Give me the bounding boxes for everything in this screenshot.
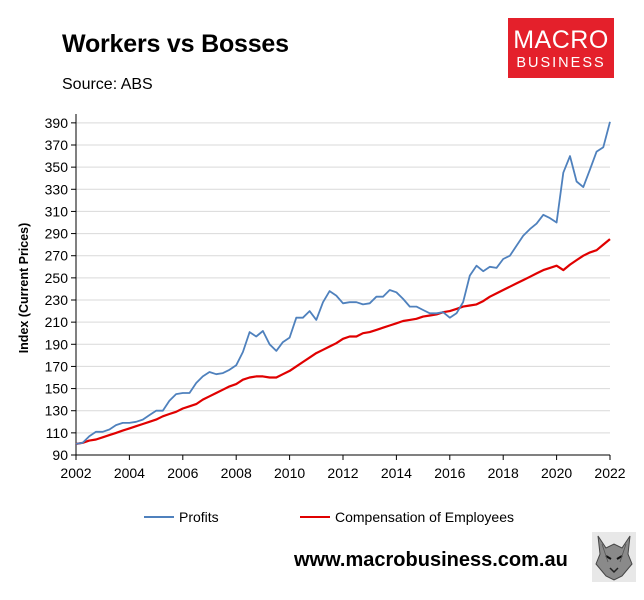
x-tick-label: 2010	[274, 465, 305, 481]
source-note: Source: ABS	[62, 76, 153, 93]
x-tick-label: 2006	[167, 465, 198, 481]
x-tick-labels: 2002 2004 2006 2008 2010 2012 2014 2016 2018 2020…	[60, 465, 625, 481]
logo-line-2: BUSINESS	[516, 55, 606, 71]
y-tick-label: 210	[45, 314, 69, 330]
macro-business-logo: MACRO BUSINESS	[508, 18, 614, 78]
x-tick-label: 2020	[541, 465, 572, 481]
y-tick-label: 310	[45, 203, 69, 219]
legend-label: Compensation of Employees	[335, 509, 514, 525]
y-tick-label: 390	[45, 115, 69, 131]
x-tick-label: 2008	[221, 465, 252, 481]
x-tick-label: 2022	[594, 465, 625, 481]
y-tick-label: 110	[46, 425, 69, 441]
y-tick-label: 250	[45, 270, 69, 286]
x-tick-label: 2014	[381, 465, 412, 481]
wolf-icon	[592, 532, 636, 582]
y-tick-label: 330	[45, 181, 69, 197]
legend: Profits Compensation of Employees	[144, 509, 514, 525]
x-tick-label: 2018	[488, 465, 519, 481]
chart-title: Workers vs Bosses	[62, 30, 289, 58]
y-tick-label: 130	[45, 403, 69, 419]
x-tick-label: 2004	[114, 465, 145, 481]
y-tick-labels: 90 110 130 150 170 190 210 230 250 270 290 310 330 35…	[45, 115, 69, 463]
y-tick-label: 350	[45, 159, 69, 175]
y-tick-label: 90	[52, 447, 68, 463]
x-tick-label: 2012	[327, 465, 358, 481]
x-tick-label: 2016	[434, 465, 465, 481]
website-url: www.macrobusiness.com.au	[294, 549, 568, 571]
series-line-profits	[75, 121, 611, 445]
y-tick-label: 230	[45, 292, 69, 308]
y-tick-label: 150	[45, 381, 69, 397]
y-tick-label: 190	[45, 336, 69, 352]
legend-label: Profits	[179, 509, 219, 525]
axes	[75, 114, 611, 460]
x-tick-label: 2002	[60, 465, 91, 481]
y-tick-label: 170	[45, 358, 69, 374]
y-tick-label: 270	[45, 248, 69, 264]
y-tick-label: 370	[45, 137, 69, 153]
gridlines	[71, 122, 610, 456]
logo-line-1: MACRO	[513, 26, 609, 54]
series-lines	[75, 121, 611, 445]
series-line-compensation-of-employees	[75, 238, 611, 445]
y-tick-label: 290	[45, 226, 69, 242]
y-axis-label: Index (Current Prices)	[17, 223, 31, 354]
